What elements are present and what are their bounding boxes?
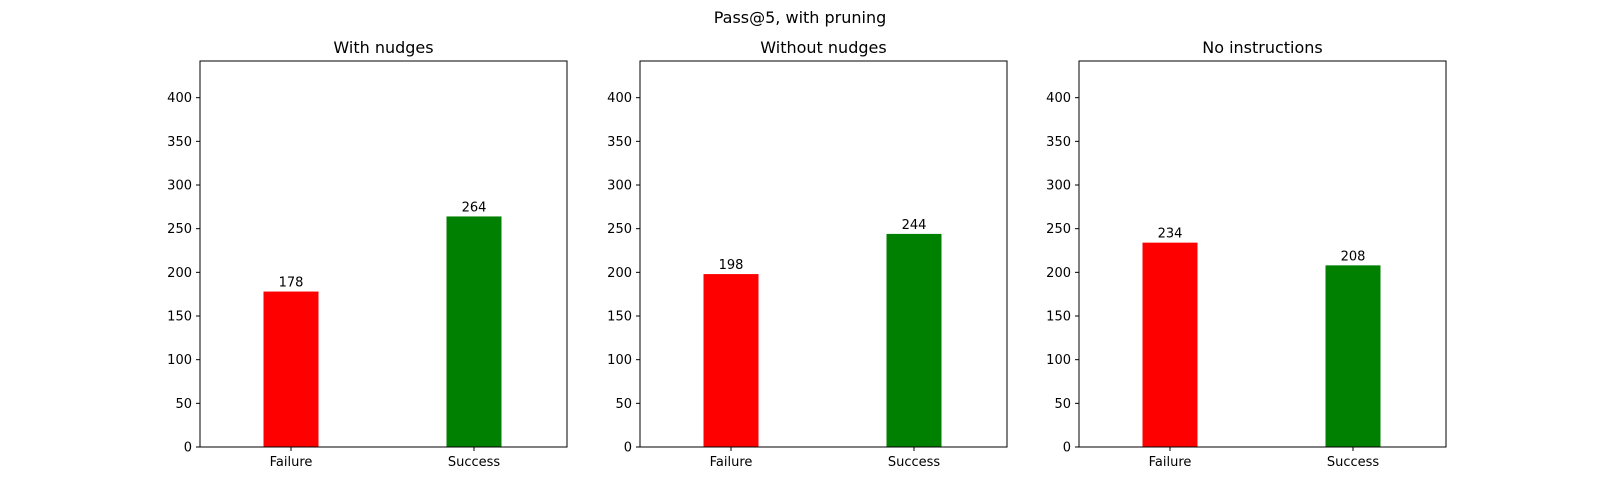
- y-tick-label: 150: [1046, 310, 1071, 325]
- y-tick-label: 200: [167, 266, 192, 281]
- plot-frame: [639, 60, 1008, 448]
- bar-data-label: 208: [1341, 249, 1366, 264]
- plot-frame: [199, 60, 568, 448]
- y-tick-label: 300: [1046, 179, 1071, 194]
- y-tick-label: 0: [1063, 441, 1071, 456]
- y-tick-label: 350: [607, 135, 632, 150]
- y-tick-label: 250: [607, 222, 632, 237]
- x-tick-label: Success: [1327, 455, 1380, 470]
- bar-failure: [1142, 242, 1198, 447]
- y-tick-label: 100: [607, 353, 632, 368]
- bar-data-label: 244: [902, 218, 927, 233]
- x-tick-label: Failure: [270, 455, 313, 470]
- bar-data-label: 264: [462, 200, 487, 215]
- y-tick-label: 400: [167, 91, 192, 106]
- y-tick-label: 300: [607, 179, 632, 194]
- x-tick-label: Success: [448, 455, 501, 470]
- chart-title: Without nudges: [760, 38, 886, 57]
- bar-data-label: 198: [719, 258, 744, 273]
- bar-success: [886, 233, 942, 447]
- y-tick-label: 150: [167, 310, 192, 325]
- y-tick-label: 100: [167, 353, 192, 368]
- chart-title: With nudges: [333, 38, 433, 57]
- bar-success: [446, 216, 502, 447]
- y-tick-label: 350: [167, 135, 192, 150]
- y-tick-label: 200: [607, 266, 632, 281]
- y-tick-label: 350: [1046, 135, 1071, 150]
- x-tick-label: Success: [888, 455, 941, 470]
- y-tick-label: 50: [615, 397, 632, 412]
- y-tick-label: 250: [1046, 222, 1071, 237]
- bar-failure: [703, 274, 759, 447]
- y-tick-label: 300: [167, 179, 192, 194]
- bar-success: [1325, 265, 1381, 447]
- y-tick-label: 400: [607, 91, 632, 106]
- y-tick-label: 0: [184, 441, 192, 456]
- chart-panel-1: With nudges 178 264 0 50 100 150 200 250 300 350 40…: [167, 38, 568, 470]
- bar-failure: [263, 291, 319, 447]
- figure-suptitle: Pass@5, with pruning: [713, 8, 887, 27]
- y-tick-label: 0: [624, 441, 632, 456]
- y-tick-label: 250: [167, 222, 192, 237]
- y-tick-label: 50: [1054, 397, 1071, 412]
- chart-panel-3: No instructions 234 208 0 50 100 150 200 250 300 3…: [1046, 38, 1447, 470]
- bar-data-label: 234: [1158, 227, 1183, 242]
- y-tick-label: 400: [1046, 91, 1071, 106]
- plot-frame: [1078, 60, 1447, 448]
- x-tick-label: Failure: [710, 455, 753, 470]
- x-tick-label: Failure: [1149, 455, 1192, 470]
- y-tick-label: 50: [175, 397, 192, 412]
- bar-data-label: 178: [279, 276, 304, 291]
- chart-panel-2: Without nudges 198 244 0 50 100 150 200 250 300 35…: [607, 38, 1008, 470]
- y-tick-label: 200: [1046, 266, 1071, 281]
- y-tick-label: 150: [607, 310, 632, 325]
- chart-title: No instructions: [1202, 38, 1323, 57]
- y-tick-label: 100: [1046, 353, 1071, 368]
